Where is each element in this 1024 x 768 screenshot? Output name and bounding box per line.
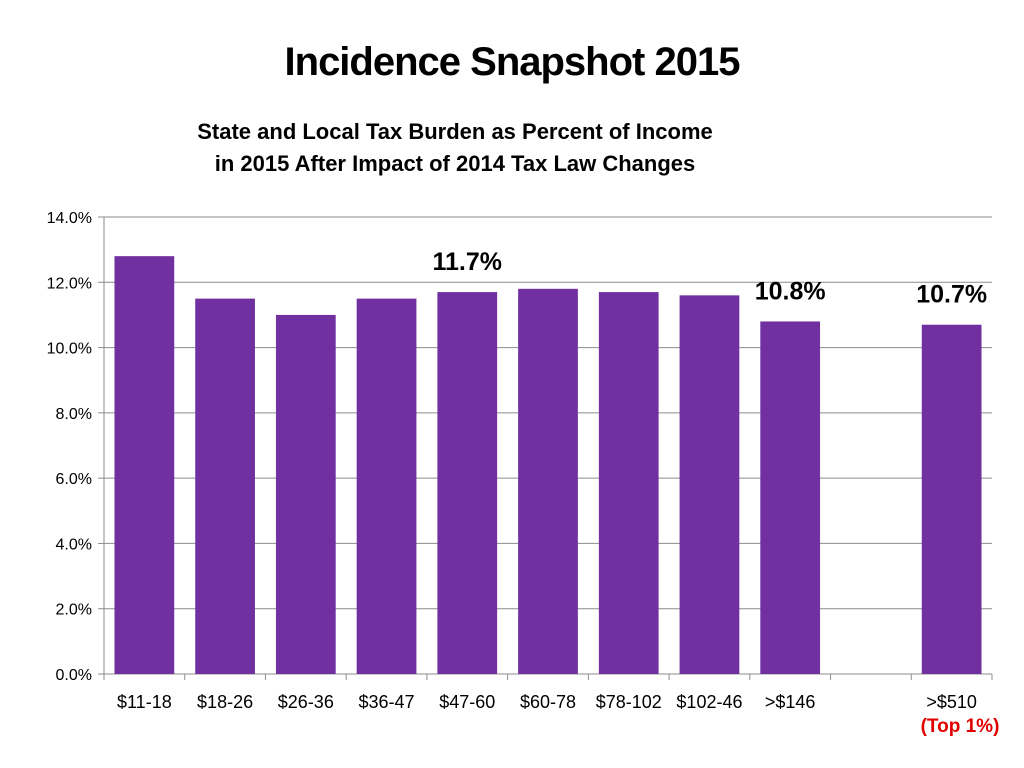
- y-tick-label: 2.0%: [56, 602, 92, 619]
- x-tick-label: $102-46: [676, 692, 742, 712]
- bar: [921, 324, 982, 674]
- bar: [275, 314, 336, 674]
- y-tick-label: 0.0%: [56, 667, 92, 684]
- y-tick-labels: 0.0% 2.0% 4.0% 6.0% 8.0% 10.0% 12.0% 14.0%: [47, 210, 92, 684]
- chart-title-line-2: in 2015 After Impact of 2014 Tax Law Cha…: [214, 151, 696, 176]
- y-tick-label: 4.0%: [56, 536, 92, 553]
- data-labels: 11.7% 10.8% 10.7%: [433, 248, 988, 309]
- chart-title-line-1: State and Local Tax Burden as Percent of…: [197, 119, 713, 144]
- bar: [195, 298, 255, 674]
- bars: [114, 256, 982, 674]
- x-tick-label: $36-47: [359, 692, 415, 712]
- x-tick-label: $47-60: [439, 692, 495, 712]
- x-tick-label: >$510: [926, 692, 977, 712]
- y-tick-label: 14.0%: [47, 210, 92, 227]
- bar: [679, 295, 740, 674]
- y-tick-label: 10.0%: [47, 341, 92, 358]
- bar: [598, 292, 659, 674]
- y-tick-label: 8.0%: [56, 406, 92, 423]
- x-tick-label: $11-18: [117, 692, 172, 712]
- x-tick-label: $60-78: [520, 692, 576, 712]
- top-one-percent-note: (Top 1%): [920, 716, 1000, 737]
- slide-title: Incidence Snapshot 2015: [284, 40, 741, 84]
- bar: [356, 298, 417, 674]
- y-tick-label: 6.0%: [56, 471, 92, 488]
- x-tick-label: $78-102: [596, 692, 662, 712]
- bar: [114, 256, 175, 674]
- x-tick-label: $18-26: [197, 692, 253, 712]
- x-tick-labels: $11-18 $18-26 $26-36 $36-47 $47-60 $60-78 $78-…: [117, 692, 977, 712]
- bar: [760, 321, 821, 674]
- x-tick-label: >$146: [765, 692, 816, 712]
- bar: [437, 292, 498, 674]
- data-label: 10.8%: [755, 277, 826, 305]
- x-tick-label: $26-36: [278, 692, 334, 712]
- y-tick-label: 12.0%: [47, 275, 92, 292]
- data-label: 11.7%: [433, 248, 503, 276]
- data-label: 10.7%: [916, 281, 987, 309]
- bar: [518, 288, 578, 674]
- chart-title: State and Local Tax Burden as Percent of…: [100, 116, 810, 180]
